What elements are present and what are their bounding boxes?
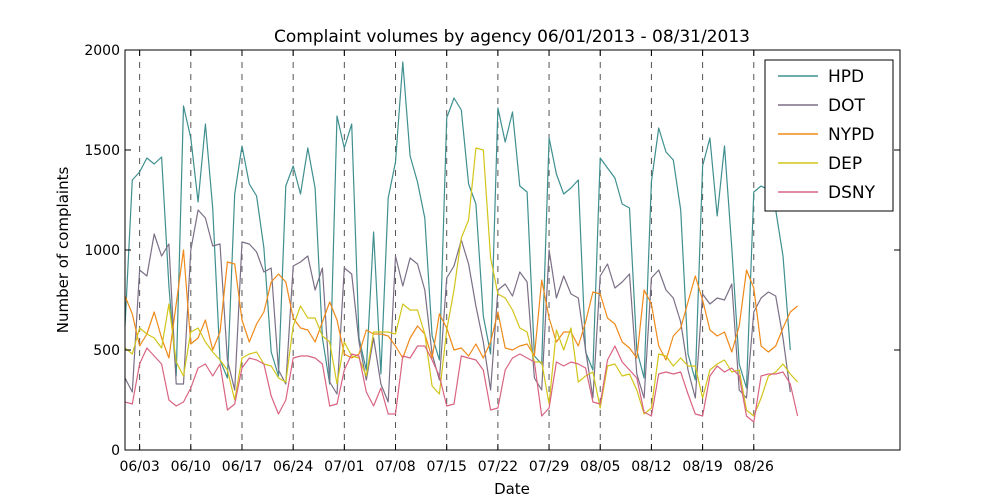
x-tick-label: 08/05 <box>580 459 620 475</box>
series-line-dep <box>124 147 799 417</box>
series-line-hpd <box>124 61 791 389</box>
x-axis-label: Date <box>494 480 530 498</box>
y-tick-label: 500 <box>93 343 120 359</box>
legend: HPD DOT NYPD DEP DSNY <box>764 59 894 212</box>
y-tick-label: 0 <box>111 443 120 459</box>
x-tick-label: 08/12 <box>631 459 671 475</box>
y-tick-label: 2000 <box>84 43 120 59</box>
series-line-dot <box>124 209 791 403</box>
y-tick-label: 1500 <box>84 143 120 159</box>
x-tick-label: 06/03 <box>119 459 159 475</box>
legend-box <box>764 59 894 212</box>
x-tick-label: 08/26 <box>734 459 774 475</box>
series-line-nypd <box>124 249 798 361</box>
legend-label-dep: DEP <box>828 154 862 174</box>
y-tick-label: 1000 <box>84 243 120 259</box>
x-tick-label: 07/01 <box>324 459 364 475</box>
x-tick-label: 06/24 <box>273 459 313 475</box>
legend-label-hpd: HPD <box>828 67 864 87</box>
y-axis-label: Number of complaints <box>54 167 72 334</box>
x-tick-label: 07/15 <box>427 459 467 475</box>
legend-label-dot: DOT <box>828 96 865 116</box>
x-tick-label: 07/08 <box>375 459 415 475</box>
x-tick-label: 06/17 <box>222 459 262 475</box>
x-tick-label: 07/22 <box>478 459 518 475</box>
x-tick-label: 08/19 <box>682 459 722 475</box>
series-lines <box>124 61 799 423</box>
x-tick-label: 07/29 <box>529 459 569 475</box>
x-tick-label: 06/10 <box>171 459 211 475</box>
chart-title: Complaint volumes by agency 06/01/2013 -… <box>274 27 750 47</box>
series-line-dsny <box>124 345 799 423</box>
axis-ticks: 06/03 06/10 06/17 06/24 07/01 07/08 07/15 07/22… <box>84 43 900 475</box>
legend-label-dsny: DSNY <box>828 183 876 203</box>
legend-label-nypd: NYPD <box>828 125 874 145</box>
